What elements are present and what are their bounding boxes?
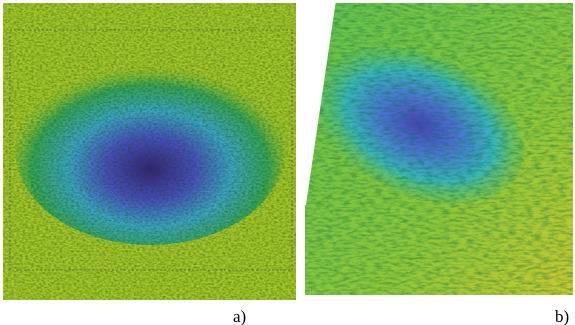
background-corner bbox=[305, 0, 336, 205]
panel-label: a) bbox=[233, 307, 246, 325]
frame bbox=[9, 29, 293, 271]
surface-texture bbox=[305, 3, 573, 295]
panel-label: b) bbox=[555, 307, 569, 325]
panel-b: b) bbox=[305, 0, 573, 325]
panel-a: a) bbox=[3, 3, 296, 325]
surface-texture bbox=[3, 3, 296, 300]
